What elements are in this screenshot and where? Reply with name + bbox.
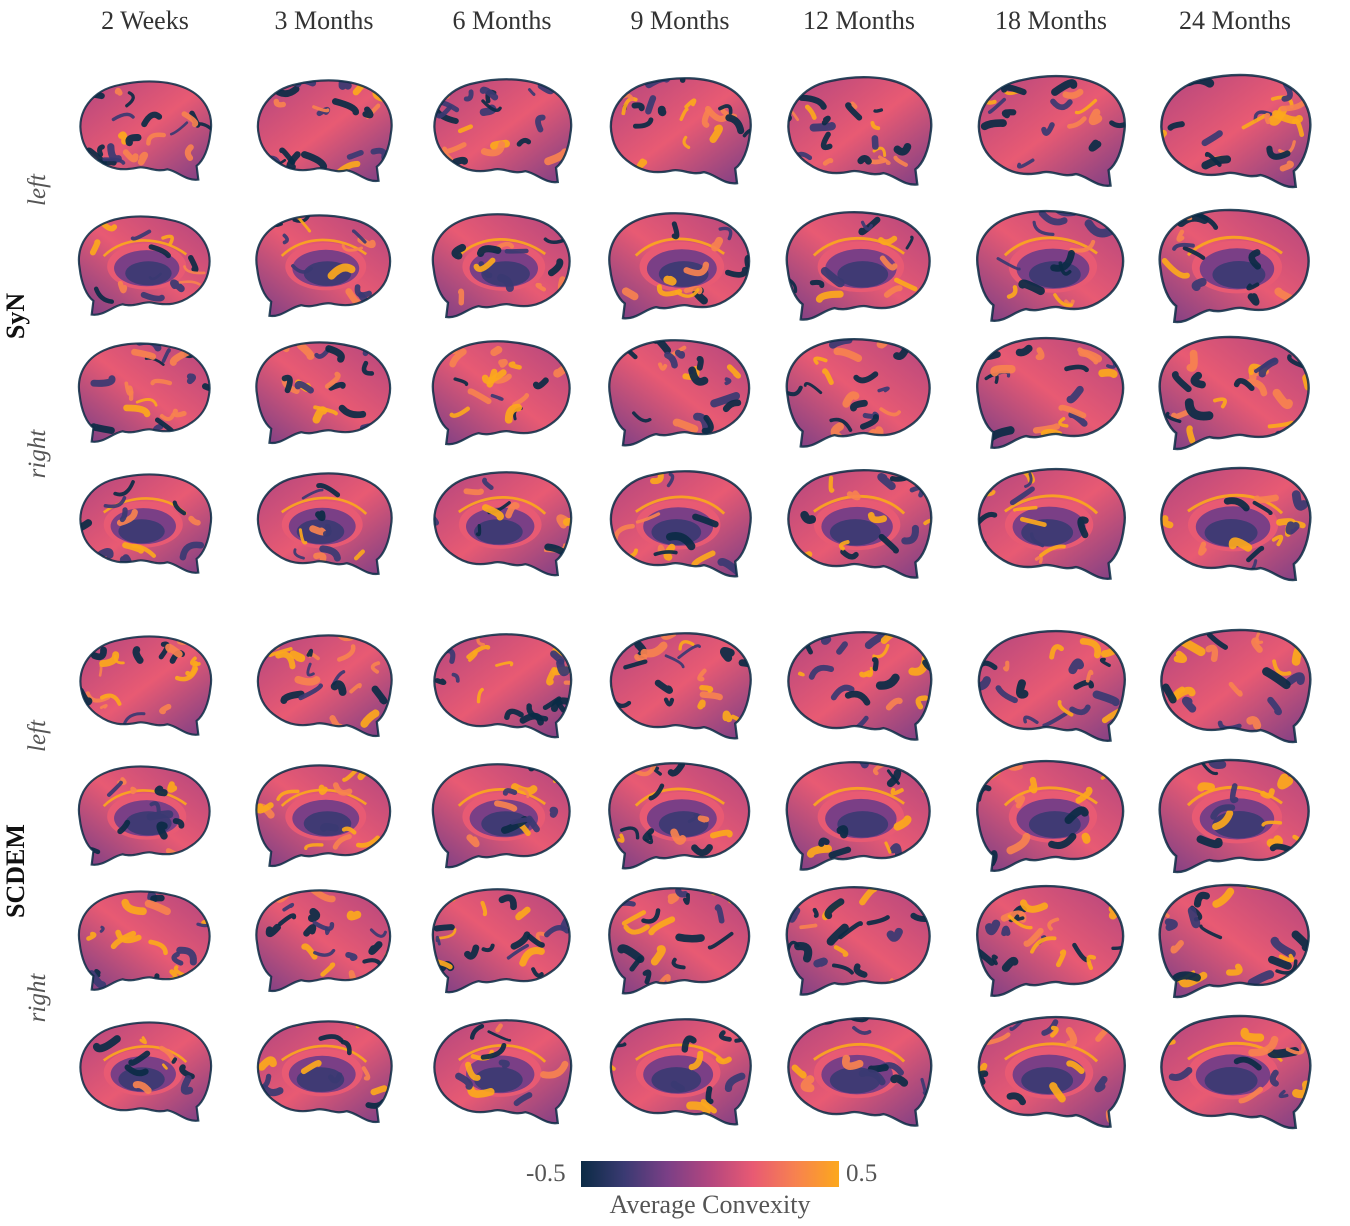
brain-medial-view	[771, 455, 947, 587]
brain-lateral-view	[57, 872, 233, 1004]
brain-medial-view	[236, 197, 412, 329]
brain-lateral-view	[963, 62, 1139, 194]
brain-medial-view	[1147, 197, 1323, 329]
brain-lateral-view	[1147, 617, 1323, 749]
brain-lateral-view	[236, 324, 412, 456]
brain-lateral-view	[414, 872, 590, 1004]
brain-medial-view	[592, 747, 768, 879]
brain-medial-view	[57, 197, 233, 329]
brain-medial-view	[236, 747, 412, 879]
brain-lateral-view	[57, 62, 233, 194]
brain-lateral-view	[592, 324, 768, 456]
hemisphere-label: right	[24, 429, 51, 479]
brain-medial-view	[771, 747, 947, 879]
colorbar-gradient	[581, 1161, 839, 1187]
brain-medial-view	[1147, 1003, 1323, 1135]
colorbar-title: Average Convexity	[609, 1190, 811, 1219]
brain-medial-view	[963, 197, 1139, 329]
column-header: 12 Months	[803, 6, 915, 35]
brain-lateral-view	[771, 324, 947, 456]
brain-lateral-view	[592, 617, 768, 749]
brain-lateral-view	[236, 872, 412, 1004]
hemisphere-label: left	[24, 720, 51, 752]
brain-medial-view	[1147, 747, 1323, 879]
column-header: 2 Weeks	[101, 6, 189, 35]
brain-medial-view	[236, 455, 412, 587]
method-label: SCDEM	[1, 824, 30, 918]
brain-lateral-view	[1147, 62, 1323, 194]
brain-lateral-view	[963, 872, 1139, 1004]
brain-medial-view	[57, 747, 233, 879]
brain-medial-view	[963, 747, 1139, 879]
brain-lateral-view	[236, 617, 412, 749]
method-label: SyN	[1, 292, 30, 340]
brain-lateral-view	[57, 324, 233, 456]
brain-medial-view	[963, 1003, 1139, 1135]
column-header: 6 Months	[452, 6, 552, 35]
brain-lateral-view	[414, 324, 590, 456]
brain-medial-view	[1147, 455, 1323, 587]
hemisphere-label: left	[24, 174, 51, 206]
brain-lateral-view	[414, 62, 590, 194]
brain-medial-view	[592, 197, 768, 329]
brain-lateral-view	[1147, 872, 1323, 1004]
brain-medial-view	[236, 1003, 412, 1135]
brain-medial-view	[592, 1003, 768, 1135]
brain-lateral-view	[414, 617, 590, 749]
brain-lateral-view	[771, 617, 947, 749]
brain-medial-view	[771, 197, 947, 329]
column-header: 9 Months	[630, 6, 730, 35]
colorbar-min-label: -0.5	[526, 1160, 566, 1187]
brain-medial-view	[414, 1003, 590, 1135]
brain-lateral-view	[771, 62, 947, 194]
column-header: 18 Months	[995, 6, 1107, 35]
brain-medial-view	[963, 455, 1139, 587]
column-header: 24 Months	[1179, 6, 1291, 35]
brain-lateral-view	[592, 62, 768, 194]
colorbar-max-label: 0.5	[846, 1160, 878, 1187]
hemisphere-label: right	[24, 973, 51, 1023]
brain-lateral-view	[963, 617, 1139, 749]
brain-medial-view	[771, 1003, 947, 1135]
brain-lateral-view	[57, 617, 233, 749]
brain-lateral-view	[1147, 324, 1323, 456]
brain-lateral-view	[771, 872, 947, 1004]
brain-medial-view	[57, 455, 233, 587]
brain-medial-view	[414, 747, 590, 879]
brain-medial-view	[414, 197, 590, 329]
brain-lateral-view	[963, 324, 1139, 456]
brain-medial-view	[414, 455, 590, 587]
brain-lateral-view	[592, 872, 768, 1004]
column-header: 3 Months	[274, 6, 374, 35]
brain-lateral-view	[236, 62, 412, 194]
brain-medial-view	[592, 455, 768, 587]
brain-medial-view	[57, 1003, 233, 1135]
